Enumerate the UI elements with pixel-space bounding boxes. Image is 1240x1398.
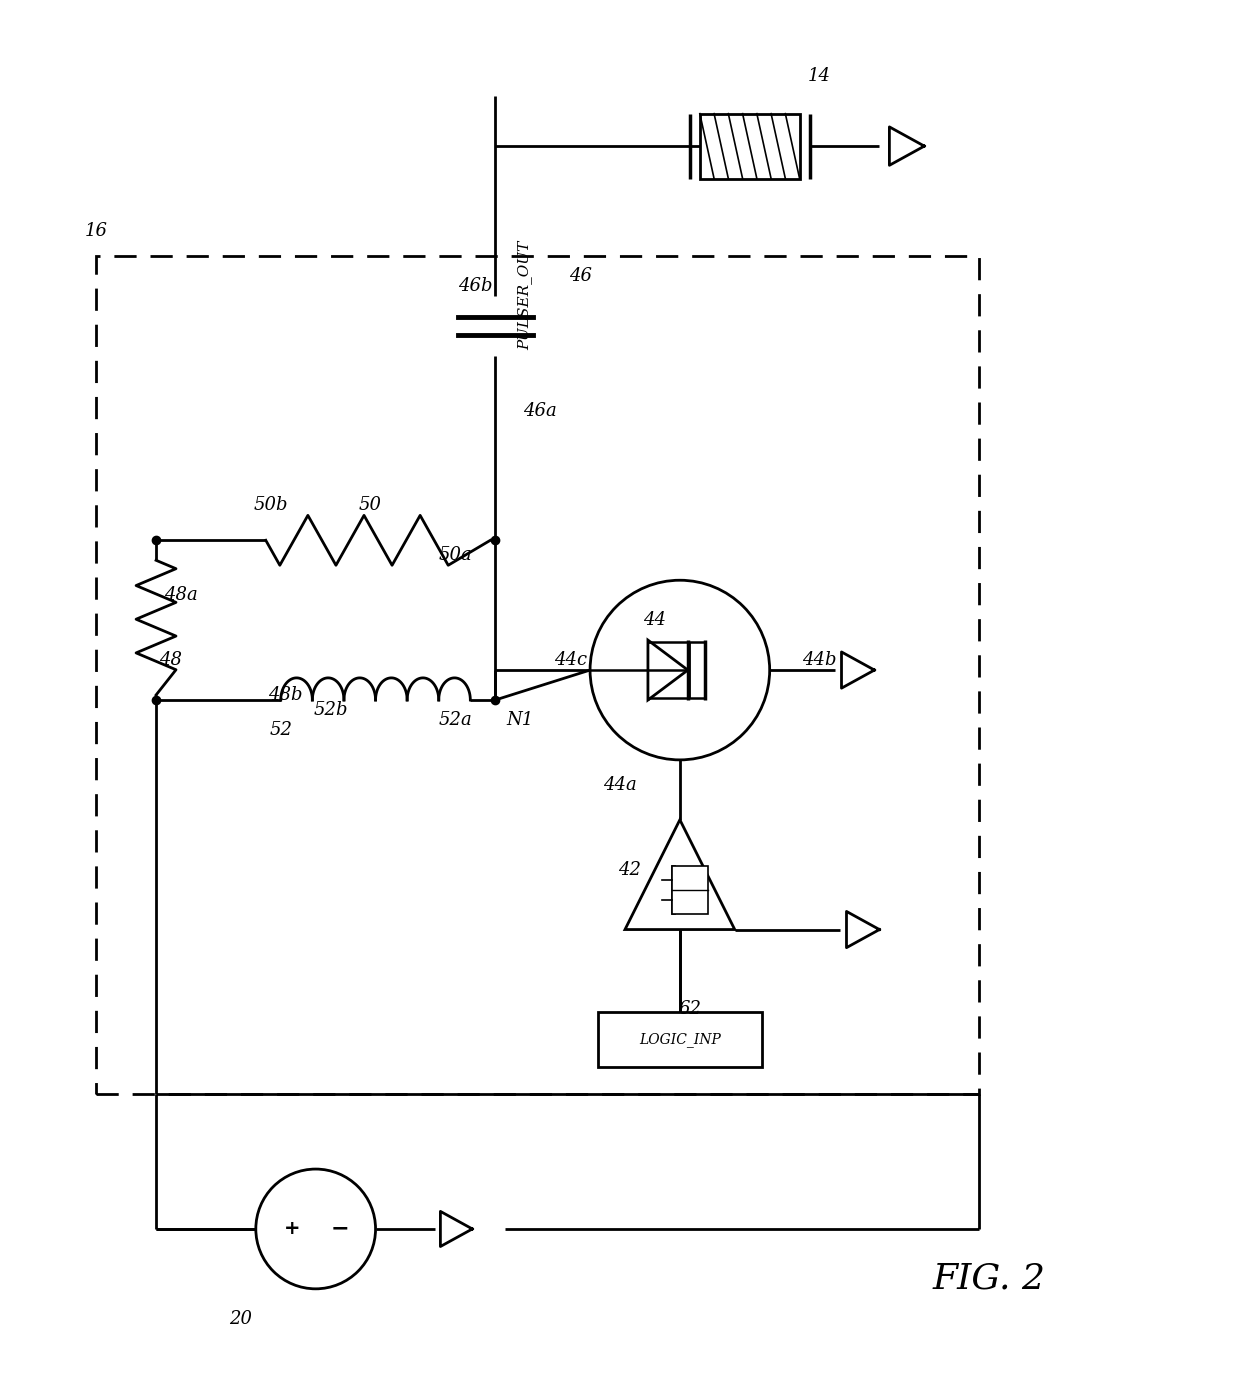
Text: 42: 42 xyxy=(619,861,641,879)
Bar xyxy=(672,865,708,913)
Text: 44b: 44b xyxy=(802,651,837,670)
Text: 44: 44 xyxy=(644,611,666,629)
Text: 20: 20 xyxy=(229,1310,253,1328)
Text: PULSER_OUT: PULSER_OUT xyxy=(518,242,533,351)
Text: 52: 52 xyxy=(269,721,293,740)
Text: 50b: 50b xyxy=(253,496,288,514)
Text: 14: 14 xyxy=(808,67,831,85)
Bar xyxy=(598,1012,763,1067)
Text: 46: 46 xyxy=(569,267,591,285)
Bar xyxy=(97,256,980,1095)
Text: 48: 48 xyxy=(160,651,182,670)
Text: 52a: 52a xyxy=(439,712,472,728)
Bar xyxy=(672,865,676,913)
Text: 52b: 52b xyxy=(314,700,348,719)
Bar xyxy=(699,113,800,179)
Text: 62: 62 xyxy=(678,1001,702,1018)
Text: 16: 16 xyxy=(84,222,108,240)
Text: 48a: 48a xyxy=(164,586,198,604)
Text: 44c: 44c xyxy=(553,651,587,670)
Text: 44a: 44a xyxy=(603,776,637,794)
Text: 50: 50 xyxy=(360,496,382,514)
Text: −: − xyxy=(330,1219,348,1239)
Text: LOGIC_INP: LOGIC_INP xyxy=(639,1032,720,1047)
Text: 46a: 46a xyxy=(523,401,557,419)
Text: 48b: 48b xyxy=(269,686,303,705)
Text: FIG. 2: FIG. 2 xyxy=(932,1262,1045,1296)
Text: 50a: 50a xyxy=(439,547,472,565)
Text: +: + xyxy=(284,1219,300,1239)
Text: 46b: 46b xyxy=(458,277,492,295)
Text: N1: N1 xyxy=(507,712,534,728)
